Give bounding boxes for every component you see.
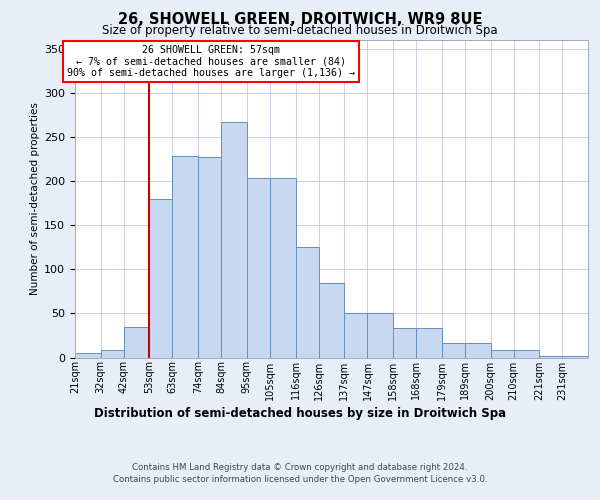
Text: Size of property relative to semi-detached houses in Droitwich Spa: Size of property relative to semi-detach…: [102, 24, 498, 37]
Bar: [124, 326, 149, 358]
Bar: [319, 284, 344, 358]
Bar: [344, 314, 367, 358]
Bar: [75, 353, 101, 358]
Bar: [296, 248, 319, 358]
Bar: [465, 344, 491, 357]
Bar: [491, 350, 514, 358]
Bar: [149, 198, 172, 358]
Bar: [367, 314, 393, 358]
Text: 26 SHOWELL GREEN: 57sqm
← 7% of semi-detached houses are smaller (84)
90% of sem: 26 SHOWELL GREEN: 57sqm ← 7% of semi-det…: [67, 45, 355, 78]
Text: 26, SHOWELL GREEN, DROITWICH, WR9 8UE: 26, SHOWELL GREEN, DROITWICH, WR9 8UE: [118, 12, 482, 28]
Bar: [221, 122, 247, 358]
Bar: [514, 350, 539, 358]
Bar: [270, 178, 296, 358]
Bar: [562, 356, 588, 358]
Bar: [416, 328, 442, 358]
Bar: [442, 344, 465, 357]
Bar: [198, 158, 221, 358]
Text: Contains public sector information licensed under the Open Government Licence v3: Contains public sector information licen…: [113, 475, 487, 484]
Bar: [393, 328, 416, 358]
Text: Distribution of semi-detached houses by size in Droitwich Spa: Distribution of semi-detached houses by …: [94, 408, 506, 420]
Y-axis label: Number of semi-detached properties: Number of semi-detached properties: [30, 102, 40, 295]
Bar: [101, 350, 124, 358]
Bar: [247, 178, 270, 358]
Bar: [539, 356, 562, 358]
Text: Contains HM Land Registry data © Crown copyright and database right 2024.: Contains HM Land Registry data © Crown c…: [132, 462, 468, 471]
Bar: [172, 156, 198, 358]
